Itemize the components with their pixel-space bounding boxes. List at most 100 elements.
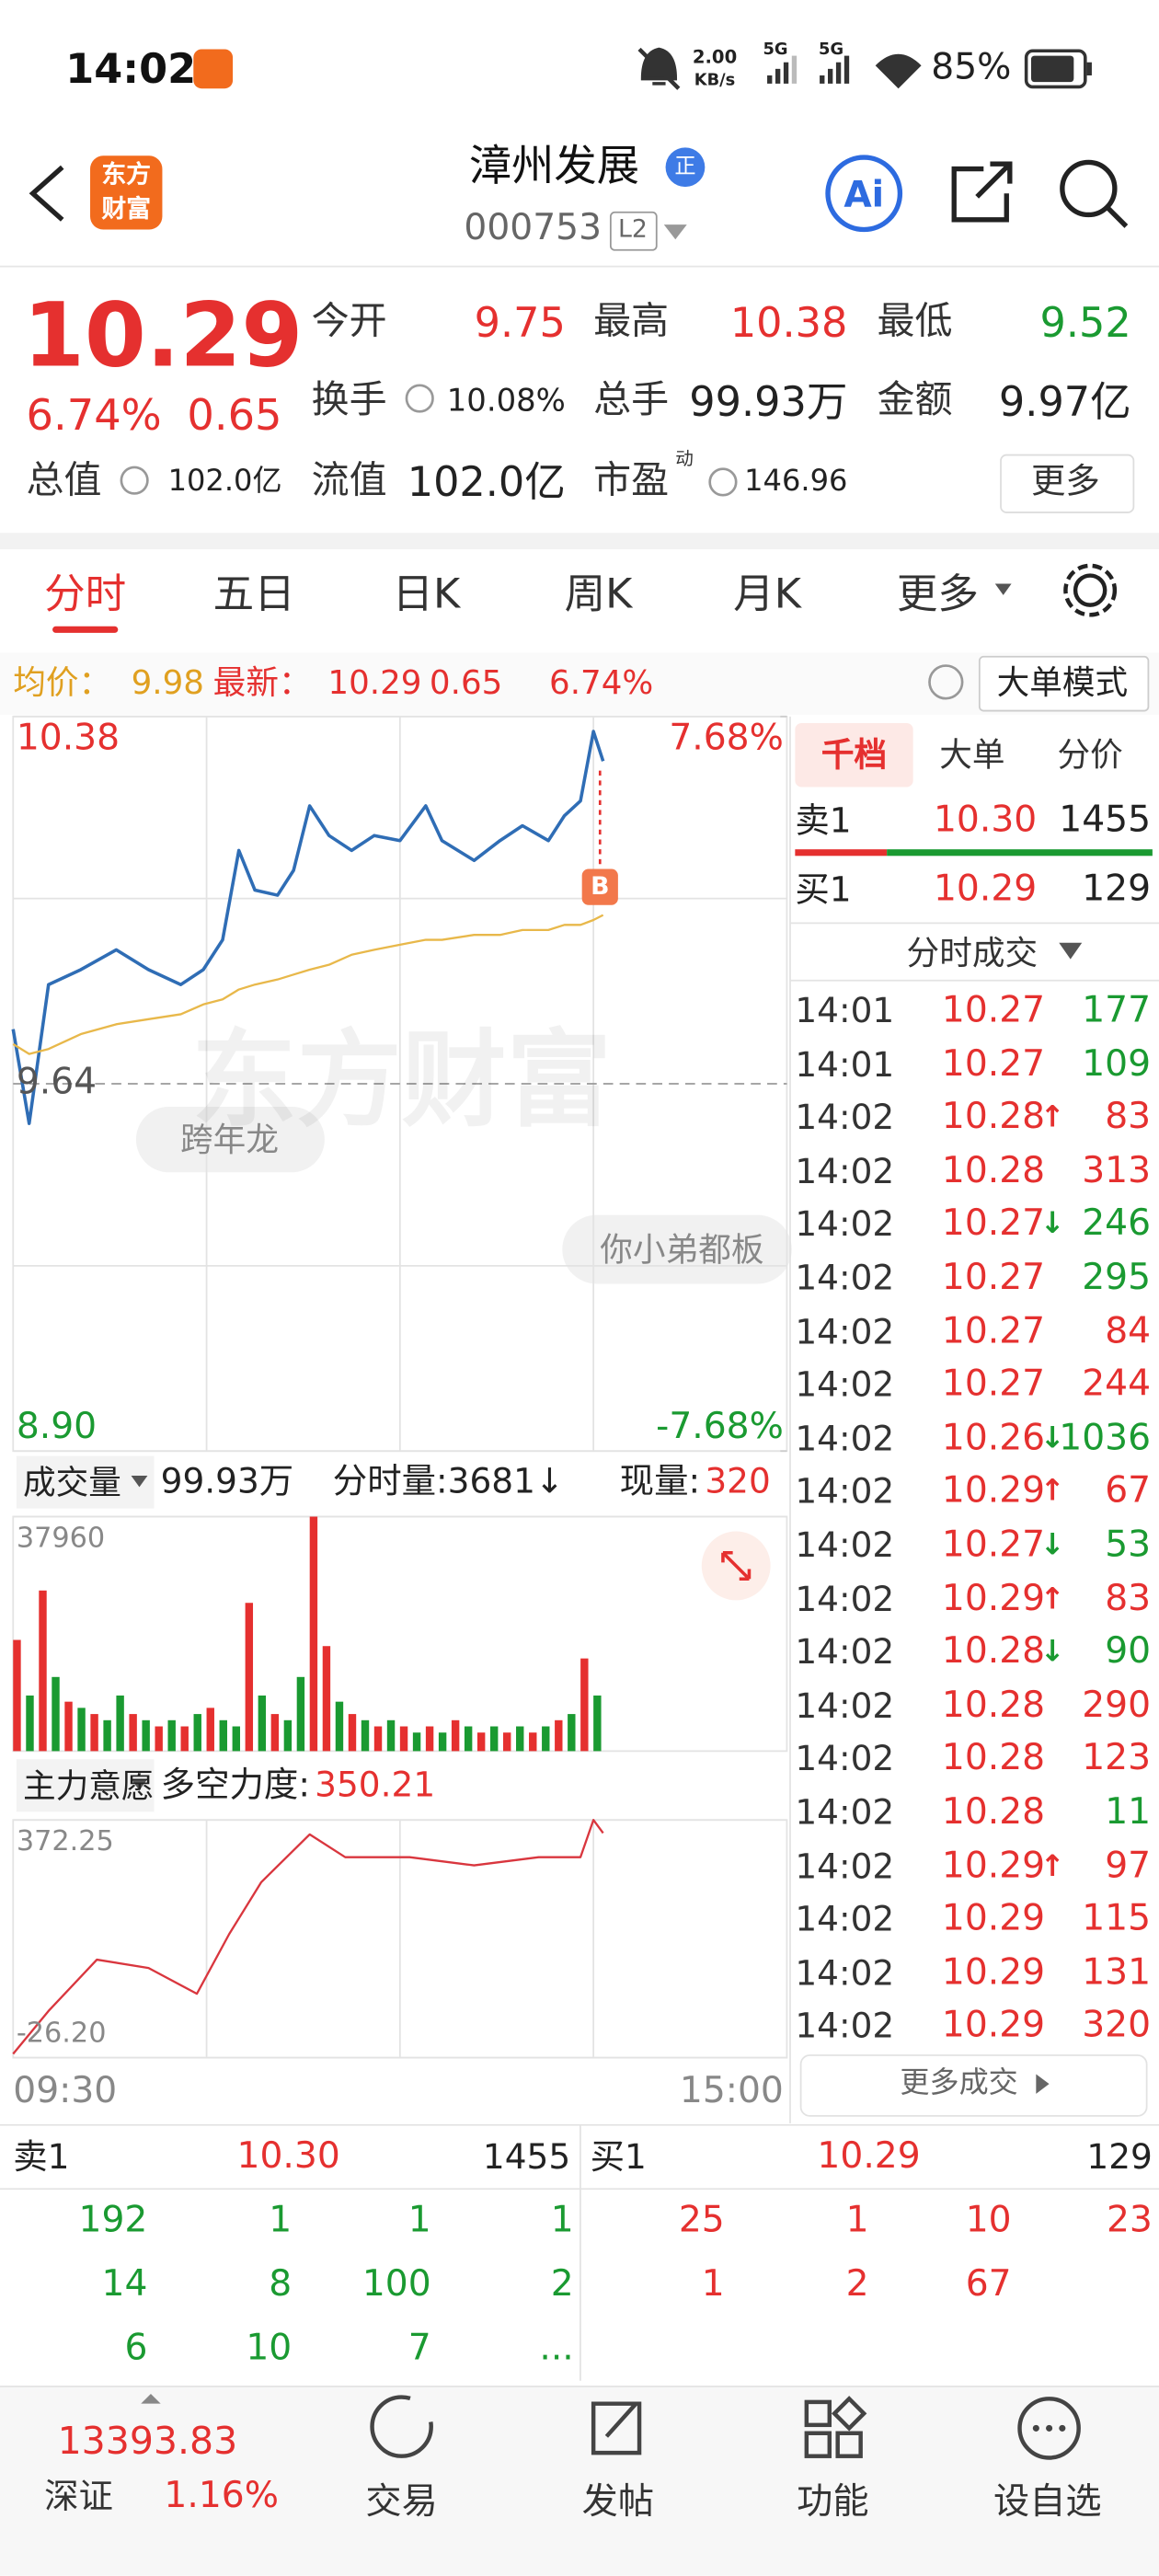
tab[interactable]: 月K [733,569,801,617]
stock-code: 000753 [464,208,602,249]
stat-label: 今开 [311,301,387,344]
y-tick-label: -26.20 [16,2017,107,2051]
mode-label[interactable]: 大单模式 [996,662,1129,702]
stat-label: 总手 [593,379,670,422]
search-icon[interactable] [1106,206,1129,228]
side-tab[interactable]: 分价 [1057,734,1123,775]
marker-box[interactable] [581,868,618,905]
ask-queue-size: 8 [269,2264,293,2306]
current-volume-label: 现量: [619,1461,701,1501]
volume-bar [593,1695,602,1752]
tab[interactable]: 周K [564,569,633,617]
trade-time: 14:02 [795,1311,895,1351]
trade-arrow: ↑ [1039,1581,1065,1616]
side-tab[interactable]: 大单 [939,734,1005,775]
expand-icon [721,1550,752,1581]
ask-queue-size: 2 [550,2264,574,2306]
tab[interactable]: 日K [392,569,461,617]
ask-queue-size: 6 [124,2328,148,2370]
nav-item[interactable]: 设自选 [993,2482,1102,2524]
volume-bar [451,1719,460,1752]
ai-icon[interactable] [825,155,903,233]
depth-bar [887,849,1153,857]
volume-chart [13,1515,787,1752]
volume-bar [142,1719,150,1752]
tab[interactable]: 更多 [896,569,979,617]
volume-label[interactable]: 成交量 [22,1462,121,1502]
divider [0,533,1159,550]
trade-time: 14:02 [795,1258,895,1298]
volume-bar [270,1714,280,1752]
volume-bar [516,1726,524,1752]
trade-volume: 246 [1082,1203,1152,1246]
trade-price: 10.28 [941,1097,1046,1139]
volume-bar [39,1590,47,1752]
tab[interactable]: 分时 [44,569,127,617]
trade-price: 10.29 [941,1578,1046,1620]
trade-price: 10.27 [941,1257,1046,1299]
settings-icon[interactable] [1063,563,1118,617]
index-change: 1.16% [164,2476,279,2517]
help-icon[interactable] [928,664,964,700]
volume-total: 99.93万 [160,1461,294,1501]
trade-time: 14:02 [795,2007,895,2046]
index-toggle[interactable] [141,2393,161,2404]
level: L2 [617,213,648,244]
more-trades-label[interactable]: 更多成交 [900,2065,1018,2100]
y-tick-label: 8.90 [16,1407,98,1448]
volume-bar [322,1646,331,1752]
settings-icon[interactable] [1073,573,1107,607]
bid-price: 10.29 [817,2136,921,2178]
trade-price: 10.27 [941,990,1046,1031]
volume-bar [529,1732,537,1752]
bid-volume: 129 [1086,2137,1153,2177]
trade-price: 10.26 [941,1418,1046,1459]
more-trades-button[interactable] [799,2054,1148,2117]
bid-label: 买1 [590,2137,647,2177]
nav-icon-dots [1032,2424,1066,2432]
nav-item[interactable]: 功能 [797,2482,869,2524]
side-tab[interactable]: 千档 [820,734,888,775]
stat-value: 10.38 [729,299,848,347]
logo[interactable] [90,155,163,230]
x-tick-label: 15:00 [679,2070,784,2112]
trades-title[interactable]: 分时成交 [906,933,1039,972]
volume-bar [438,1732,447,1752]
price: 10.29 [22,283,304,387]
more-button[interactable] [1000,454,1135,513]
clock: 14:02 [65,45,197,93]
label-box [16,1455,155,1509]
ask-price: 10.30 [236,2136,340,2178]
trade-volume: 244 [1082,1364,1152,1406]
trade-time: 14:02 [795,1899,895,1939]
volume-bar [568,1714,576,1752]
logo-text: 财富 [101,194,151,224]
force-label[interactable]: 主力意愿 [22,1765,155,1806]
trade-arrow: ↓ [1039,1207,1065,1242]
status-icons [193,47,1092,90]
ask-volume: 1455 [1059,799,1152,842]
y-tick-label: 9.64 [16,1062,98,1104]
tab[interactable]: 五日 [212,569,295,617]
bubble [135,1106,325,1173]
stat-value: 9.75 [474,299,566,347]
back-icon[interactable] [29,165,64,222]
index-value[interactable]: 13393.83 [57,2421,238,2464]
trade-price: 10.27 [941,1043,1046,1086]
nav-item[interactable]: 交易 [365,2482,438,2524]
volume-bar [503,1732,511,1752]
volume-bar [412,1732,421,1752]
search-icon[interactable] [1060,159,1118,218]
trade-time: 14:02 [795,1151,895,1191]
bid-queue-size: 2 [845,2264,869,2306]
trade-volume: 109 [1082,1043,1152,1086]
more-button-label[interactable]: 更多 [1030,461,1100,501]
volume-bar [232,1726,241,1752]
volume-bar [335,1701,344,1752]
change-pct: 6.74% [26,391,162,442]
share-icon[interactable] [951,161,1013,223]
nav-item[interactable]: 发帖 [581,2482,655,2524]
trade-time: 14:02 [795,1579,895,1619]
volume-bar [542,1726,550,1752]
mode-button[interactable] [978,655,1150,712]
